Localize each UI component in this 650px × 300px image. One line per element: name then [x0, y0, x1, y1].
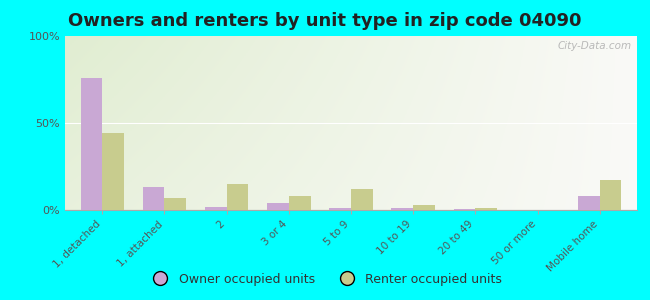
Bar	[227, 184, 248, 210]
Bar	[351, 189, 372, 210]
Bar	[205, 206, 227, 210]
Bar	[454, 209, 475, 210]
Bar	[102, 134, 124, 210]
Bar	[475, 208, 497, 210]
Bar	[143, 188, 164, 210]
Bar	[600, 180, 621, 210]
Bar	[413, 205, 435, 210]
Bar	[578, 196, 600, 210]
Bar	[289, 196, 311, 210]
Bar	[81, 78, 102, 210]
Text: Owners and renters by unit type in zip code 04090: Owners and renters by unit type in zip c…	[68, 12, 582, 30]
Bar	[164, 198, 187, 210]
Legend: Owner occupied units, Renter occupied units: Owner occupied units, Renter occupied un…	[143, 268, 507, 291]
Bar	[267, 203, 289, 210]
Bar	[391, 208, 413, 210]
Text: City-Data.com: City-Data.com	[557, 41, 631, 51]
Bar	[330, 208, 351, 210]
